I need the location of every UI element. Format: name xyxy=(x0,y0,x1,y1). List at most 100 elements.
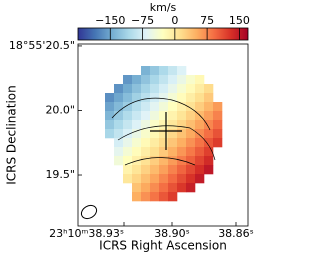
map-pixel xyxy=(105,120,115,130)
map-pixel xyxy=(168,147,178,157)
map-pixel xyxy=(204,93,214,103)
map-pixel xyxy=(123,93,133,103)
map-pixel xyxy=(168,165,178,175)
map-pixel xyxy=(213,120,223,130)
x-tick-label: 38.90ˢ xyxy=(154,227,190,240)
map-pixel xyxy=(168,120,178,130)
map-pixel xyxy=(204,138,214,148)
map-pixel xyxy=(213,111,223,121)
map-pixel xyxy=(150,192,160,202)
map-pixel xyxy=(186,147,196,157)
map-pixel xyxy=(195,111,205,121)
map-pixel xyxy=(177,111,187,121)
map-pixel xyxy=(105,93,115,103)
map-pixel xyxy=(186,174,196,184)
map-pixel xyxy=(159,192,169,202)
map-pixel xyxy=(186,93,196,103)
map-pixel xyxy=(141,165,151,175)
map-pixel xyxy=(132,183,142,193)
map-pixel xyxy=(123,174,133,184)
map-pixel xyxy=(186,129,196,139)
map-pixel xyxy=(132,75,142,85)
map-pixel xyxy=(177,120,187,130)
map-pixel xyxy=(132,129,142,139)
y-axis-label: ICRS Declination xyxy=(5,85,19,185)
x-tick-label: 23ʰ10ᵐ38.93ˢ xyxy=(49,227,124,240)
map-pixel xyxy=(186,75,196,85)
map-pixel xyxy=(105,129,115,139)
map-pixel xyxy=(114,102,124,112)
colorbar-tick-label: 0 xyxy=(171,14,178,27)
colorbar-tick-label: 75 xyxy=(200,14,214,27)
map-pixel xyxy=(150,156,160,166)
colorbar-tick-label: −150 xyxy=(95,14,125,27)
map-pixel xyxy=(105,102,115,112)
map-pixel xyxy=(141,156,151,166)
map-pixel xyxy=(195,165,205,175)
map-pixel xyxy=(159,111,169,121)
map-pixel xyxy=(159,147,169,157)
map-pixel xyxy=(150,147,160,157)
map-pixel xyxy=(114,138,124,148)
map-pixel xyxy=(204,111,214,121)
map-pixel xyxy=(123,129,133,139)
map-pixel xyxy=(150,93,160,103)
map-pixel xyxy=(159,93,169,103)
map-pixel xyxy=(168,192,178,202)
map-pixel xyxy=(150,75,160,85)
map-pixel xyxy=(141,111,151,121)
map-pixel xyxy=(141,147,151,157)
map-pixel xyxy=(114,111,124,121)
map-pixel xyxy=(195,120,205,130)
map-pixel xyxy=(141,84,151,94)
contour xyxy=(111,97,211,131)
map-pixel xyxy=(141,174,151,184)
contour xyxy=(124,157,196,166)
colorbar-tick-label: −75 xyxy=(131,14,154,27)
map-pixel xyxy=(123,147,133,157)
map-pixel xyxy=(168,84,178,94)
map-pixel xyxy=(195,174,205,184)
contour xyxy=(117,125,216,161)
map-pixel xyxy=(132,138,142,148)
map-pixel xyxy=(123,120,133,130)
map-pixel xyxy=(132,93,142,103)
map-pixel xyxy=(150,120,160,130)
map-pixel xyxy=(150,129,160,139)
colorbar-label: km/s xyxy=(150,1,177,14)
map-pixel xyxy=(186,120,196,130)
map-pixel xyxy=(177,174,187,184)
map-pixel xyxy=(105,111,115,121)
map-pixel xyxy=(195,156,205,166)
map-pixel xyxy=(204,84,214,94)
map-pixel xyxy=(159,129,169,139)
map-pixel xyxy=(204,147,214,157)
map-pixel xyxy=(141,138,151,148)
map-pixel xyxy=(159,165,169,175)
map-pixel xyxy=(159,174,169,184)
map-pixel xyxy=(186,183,196,193)
map-pixel xyxy=(150,111,160,121)
map-pixel xyxy=(132,120,142,130)
map-pixel xyxy=(177,93,187,103)
map-pixel xyxy=(159,66,169,76)
map-pixel xyxy=(213,129,223,139)
map-pixel xyxy=(132,111,142,121)
map-pixel xyxy=(186,165,196,175)
map-pixel xyxy=(114,147,124,157)
map-pixel xyxy=(168,75,178,85)
map-pixel xyxy=(132,102,142,112)
map-pixel xyxy=(168,156,178,166)
map-pixel xyxy=(114,120,124,130)
map-pixel xyxy=(141,120,151,130)
map-pixel xyxy=(123,138,133,148)
velocity-map xyxy=(105,66,223,202)
map-pixel xyxy=(141,192,151,202)
map-pixel xyxy=(213,102,223,112)
map-pixel xyxy=(177,165,187,175)
map-pixel xyxy=(141,66,151,76)
map-pixel xyxy=(159,183,169,193)
map-pixel xyxy=(177,102,187,112)
map-pixel xyxy=(123,102,133,112)
map-pixel xyxy=(177,66,187,76)
